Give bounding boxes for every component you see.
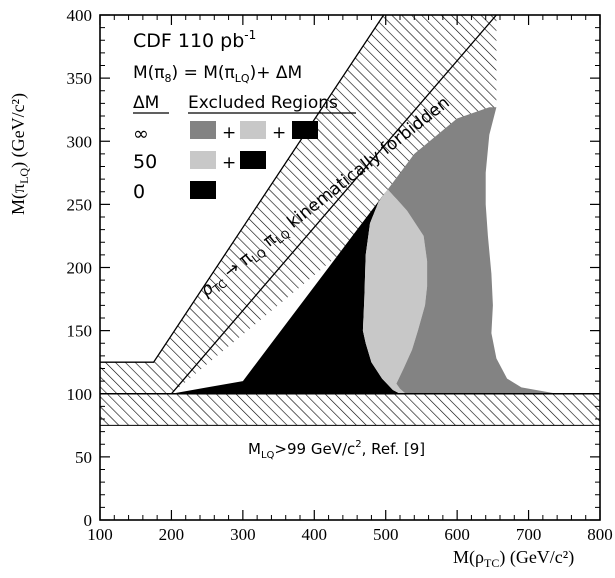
lq-limit-label: MLQ>99 GeV/c2, Ref. [9] (248, 439, 425, 461)
y-tick-label: 100 (67, 385, 93, 404)
y-tick-label: 300 (67, 132, 93, 151)
legend-swatch-50-light (190, 151, 216, 169)
x-tick-label: 400 (302, 525, 328, 544)
axis-ticks: 100 200 300 400 500 600 700 8000501001502002503… (67, 6, 613, 544)
y-tick-label: 0 (84, 511, 93, 530)
legend-row-inf-deltam: ∞ (133, 123, 149, 145)
legend-swatch-inf-light (240, 121, 266, 139)
x-tick-label: 600 (444, 525, 470, 544)
legend-swatch-inf-black (292, 121, 318, 139)
x-tick-label: 300 (230, 525, 256, 544)
x-tick-label: 500 (373, 525, 399, 544)
y-tick-label: 200 (67, 259, 93, 278)
delta-m-header: ΔM (133, 93, 159, 113)
excluded-region-deltam-50 (362, 189, 428, 394)
legend-plus-2: + (272, 123, 286, 143)
y-tick-label: 150 (67, 322, 93, 341)
legend-plus-1: + (222, 123, 236, 143)
x-tick-label: 700 (516, 525, 542, 544)
y-tick-label: 50 (75, 448, 92, 467)
legend-row-0-deltam: 0 (133, 181, 145, 203)
legend-row-50-deltam: 50 (133, 151, 157, 173)
upper-white-region (100, 15, 384, 363)
legend-swatch-0-black (190, 181, 216, 199)
hatched-lq-limit-band (100, 393, 600, 426)
x-tick-label: 800 (587, 525, 613, 544)
y-tick-label: 400 (67, 6, 93, 25)
regions-header: Excluded Regions (188, 93, 338, 113)
forbidden-band-inner-edge (170, 15, 497, 395)
mass-relation-label: M(π8) = M(πLQ)+ ΔM (133, 63, 302, 85)
legend-swatch-inf-dark (190, 121, 216, 139)
y-tick-label: 350 (67, 69, 93, 88)
experiment-label: CDF 110 pb-1 (133, 28, 256, 52)
x-tick-label: 200 (159, 525, 185, 544)
plot-area (100, 15, 600, 426)
excluded-region-deltam-0 (171, 191, 400, 394)
x-tick-label: 100 (87, 525, 113, 544)
hatched-forbidden-band (100, 15, 497, 394)
x-axis-title: M(ρTC) (GeV/c²) (453, 547, 574, 570)
legend-swatch-50-black (240, 151, 266, 169)
y-tick-label: 250 (67, 195, 93, 214)
legend-plus-3: + (222, 153, 236, 173)
excluded-region-deltam-inf (387, 107, 558, 394)
y-axis-title: M(πLQ) (GeV/c²) (8, 93, 31, 215)
